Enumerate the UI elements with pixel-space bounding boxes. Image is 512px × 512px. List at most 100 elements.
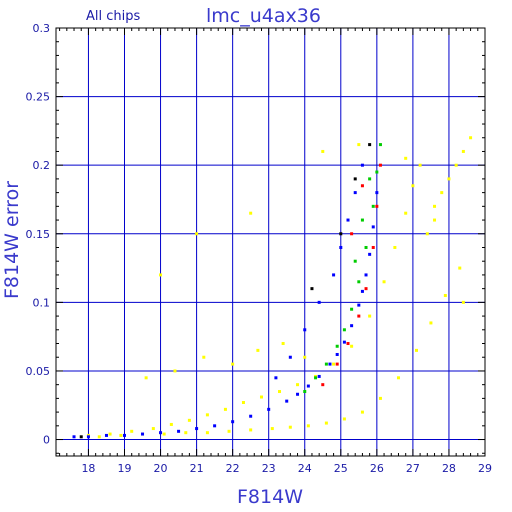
data-point: [335, 352, 339, 356]
data-point: [195, 427, 199, 431]
data-point: [357, 314, 361, 318]
plot-frame: [55, 27, 486, 457]
data-point: [332, 273, 336, 277]
data-point: [350, 307, 354, 311]
data-point: [346, 218, 350, 222]
data-point: [350, 232, 354, 236]
data-point: [296, 392, 300, 396]
data-point: [425, 232, 429, 236]
data-point: [371, 204, 375, 208]
data-point: [353, 191, 357, 195]
data-point: [447, 177, 451, 181]
data-point: [378, 163, 382, 167]
x-tick-label-24: 24: [298, 462, 312, 475]
data-point: [368, 314, 372, 318]
data-point: [353, 259, 357, 263]
data-point: [360, 410, 364, 414]
data-point: [440, 191, 444, 195]
data-point: [162, 432, 166, 436]
x-tick-label-25: 25: [334, 462, 348, 475]
data-point: [173, 369, 177, 373]
data-point: [303, 355, 307, 359]
data-point: [151, 427, 155, 431]
data-point: [278, 390, 282, 394]
data-point: [375, 170, 379, 174]
y-tick-label-0.25: 0.25: [26, 91, 51, 104]
data-point: [350, 344, 354, 348]
data-point: [458, 266, 462, 270]
data-point: [404, 156, 408, 160]
data-point: [205, 413, 209, 417]
data-point: [213, 424, 217, 428]
data-point: [378, 143, 382, 147]
data-point: [321, 383, 325, 387]
data-point: [332, 362, 336, 366]
data-point: [169, 422, 173, 426]
y-tick-label-0.15: 0.15: [26, 228, 51, 241]
data-point: [357, 280, 361, 284]
data-point: [415, 348, 419, 352]
data-point: [382, 280, 386, 284]
data-point: [342, 328, 346, 332]
x-axis-title: F814W: [237, 486, 303, 508]
data-point: [324, 362, 328, 366]
data-point: [346, 342, 350, 346]
data-point: [317, 374, 321, 378]
data-point: [310, 287, 314, 291]
data-point: [267, 407, 271, 411]
data-point: [364, 245, 368, 249]
data-point: [324, 421, 328, 425]
data-point: [317, 300, 321, 304]
data-point: [350, 324, 354, 328]
data-point: [371, 225, 375, 229]
data-point: [321, 149, 325, 153]
data-point: [335, 362, 339, 366]
y-tick-label-0.3: 0.3: [33, 22, 51, 35]
data-point: [108, 432, 112, 436]
data-point: [249, 211, 253, 215]
data-points: [72, 136, 473, 439]
data-point: [314, 376, 318, 380]
data-point: [339, 245, 343, 249]
data-point: [418, 163, 422, 167]
data-point: [454, 163, 458, 167]
data-point: [285, 399, 289, 403]
data-point: [249, 414, 253, 418]
data-point: [195, 232, 199, 236]
data-point: [469, 136, 473, 140]
x-tick-label-20: 20: [154, 462, 168, 475]
data-point: [368, 143, 372, 147]
data-point: [342, 340, 346, 344]
data-point: [360, 289, 364, 293]
data-point: [360, 184, 364, 188]
data-point: [353, 177, 357, 181]
data-point: [288, 355, 292, 359]
data-point: [378, 396, 382, 400]
data-point: [303, 390, 307, 394]
data-point: [368, 177, 372, 181]
data-point: [342, 417, 346, 421]
data-point: [274, 376, 278, 380]
y-tick-label-0.2: 0.2: [33, 159, 51, 172]
data-point: [357, 303, 361, 307]
data-point: [306, 424, 310, 428]
y-tick-label-0.1: 0.1: [33, 296, 51, 309]
x-tick-label-27: 27: [406, 462, 420, 475]
data-point: [360, 218, 364, 222]
data-point: [335, 344, 339, 348]
y-tick-labels: 0 0.05 0.1 0.15 0.2 0.25 0.3: [26, 22, 51, 447]
data-point: [119, 433, 123, 437]
data-point: [231, 362, 235, 366]
data-point: [241, 401, 245, 404]
data-point: [104, 433, 108, 437]
data-point: [461, 300, 465, 304]
data-point: [86, 435, 90, 439]
data-point: [364, 287, 368, 291]
data-point: [375, 191, 379, 195]
corner-label: All chips: [86, 9, 140, 24]
x-tick-label-26: 26: [370, 462, 384, 475]
data-point: [122, 433, 126, 437]
data-point: [144, 376, 148, 380]
